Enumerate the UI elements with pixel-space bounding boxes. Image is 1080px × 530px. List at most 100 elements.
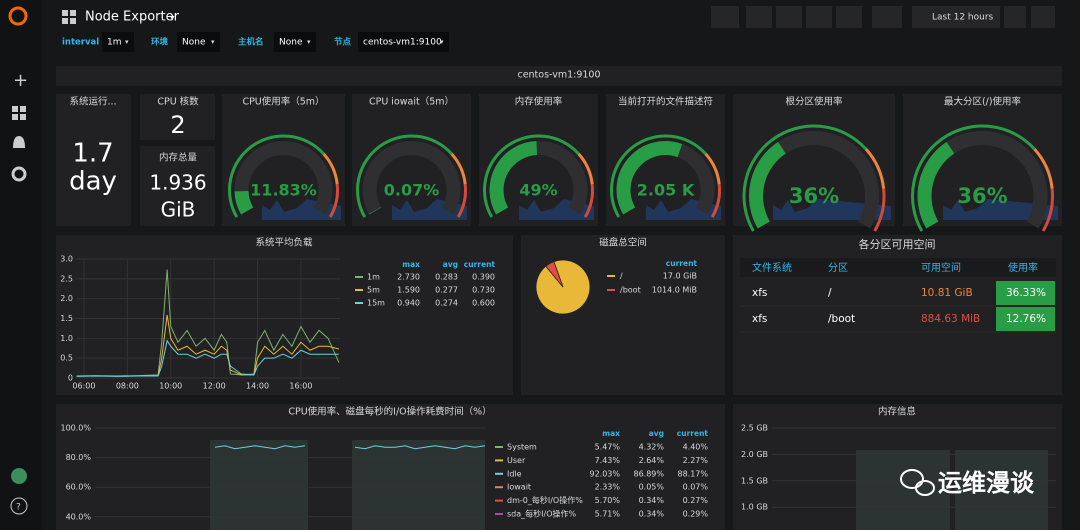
btn-star[interactable] [746,6,772,28]
threshold-arc [911,124,1036,232]
panel [56,235,513,395]
table-cell: xfs [752,313,767,325]
legend-swatch [355,289,363,291]
gauge-value-label: 11.83% [250,181,317,200]
grid-icon [62,10,68,16]
panel [140,146,215,226]
variable-value: None [279,38,303,48]
legend-name: / [620,272,623,281]
btn-time-range[interactable] [912,6,1000,28]
gauge-value-label: 36% [789,184,839,208]
legend-name: 1m [367,273,380,282]
legend-stat: 4.32% [639,443,665,452]
legend-header: avg [443,260,458,269]
legend-swatch [355,302,363,304]
legend-name: sda_每秒I/O操作% [507,509,576,519]
y-tick-label: 40.0% [66,512,92,521]
caret: ▾ [211,38,215,46]
row-title: centos-vm1:9100 [517,70,600,81]
threshold-arc [1041,188,1054,232]
dash-icon[interactable] [12,106,18,112]
time-range: Last 12 hours [932,13,994,23]
gauge-value-label: 0.07% [384,181,440,200]
legend-stat: 5.70% [595,496,621,505]
y-tick-label: 3.0 [60,255,73,264]
threshold-arc [864,148,886,189]
alert-icon[interactable] [13,136,25,148]
gauge-value-label: 2.05 K [637,181,695,200]
table-cell: 12.76% [1006,313,1046,325]
legend-name: Iowait [507,483,531,492]
legend-name: 5m [367,286,380,295]
btn-zoom[interactable] [1004,6,1026,28]
variable-select[interactable] [177,32,220,52]
btn-add-panel[interactable] [711,6,739,28]
sparkline [943,199,1058,220]
stat-unit: day [69,167,117,197]
dashboard-title[interactable]: Node Exporter [85,10,180,25]
legend-stat: 0.730 [472,286,495,295]
table-cell: 884.63 MiB [921,313,980,325]
btn-share[interactable] [776,6,802,28]
variable-label: 节点 [334,37,352,48]
threshold-arc [704,152,721,185]
x-tick-label: 14:00 [246,382,269,391]
legend-swatch [607,289,615,291]
add-icon[interactable]: + [13,70,28,91]
settings-icon[interactable] [11,166,27,182]
logo[interactable] [8,6,28,26]
table-header-cell: 使用率 [1008,261,1038,274]
grid-icon [70,10,76,16]
usage-cell [996,281,1055,305]
y-tick-label: 60.0% [66,483,92,492]
y-tick-label: 1.5 GB [741,476,768,485]
threshold-arc [583,184,594,218]
gauge-value-label: 49% [519,181,557,200]
legend-stat: 2.64% [639,456,665,465]
legend-swatch [495,499,503,502]
legend-header: current [666,259,698,268]
legend-name: 15m [367,299,385,308]
y-tick-label: 2.5 GB [741,424,768,433]
legend-stat: 92.03% [589,469,620,478]
gauge-value [917,141,955,229]
legend-stat: 4.40% [683,443,709,452]
y-tick-label: 2.0 [60,294,73,303]
btn-refresh[interactable] [1031,6,1055,28]
legend-name: dm-0_每秒I/O操作% [507,495,583,505]
pie-slice [545,261,564,288]
btn-settings[interactable] [836,6,862,28]
legend-stat: 0.29% [683,510,709,519]
gauge-title: CPU使用率（5m） [242,96,324,108]
help-icon[interactable] [10,497,28,515]
legend-stat: 2.730 [397,273,420,282]
grid-icon [70,18,76,24]
dash-icon [20,106,26,112]
variable-label: 环境 [151,37,169,48]
btn-save[interactable] [806,6,832,28]
wechat-icon [900,469,924,489]
variable-value: None [182,38,206,48]
grid-icon [62,18,68,24]
threshold-arc [322,152,339,185]
legend-stat: 0.07% [683,483,709,492]
legend-value: 1014.0 MiB [652,286,697,295]
threshold-arc [228,134,325,218]
avatar[interactable] [11,468,27,484]
btn-tv[interactable] [872,6,902,28]
load-line [76,339,339,377]
row-header[interactable] [56,66,1062,86]
variable-select[interactable] [358,32,449,52]
legend-stat: 5.47% [595,443,621,452]
chart-title: 内存信息 [878,406,916,418]
table-cell: / [828,287,832,299]
legend-stat: 0.34% [639,510,665,519]
load-line [76,314,340,377]
gauge-value [749,141,787,229]
variable-select[interactable] [102,32,134,52]
variable-select[interactable] [274,32,316,52]
chart-title: 磁盘总空间 [599,237,647,249]
legend-swatch [495,446,503,448]
legend-header: current [464,260,496,269]
legend-swatch [495,486,503,489]
